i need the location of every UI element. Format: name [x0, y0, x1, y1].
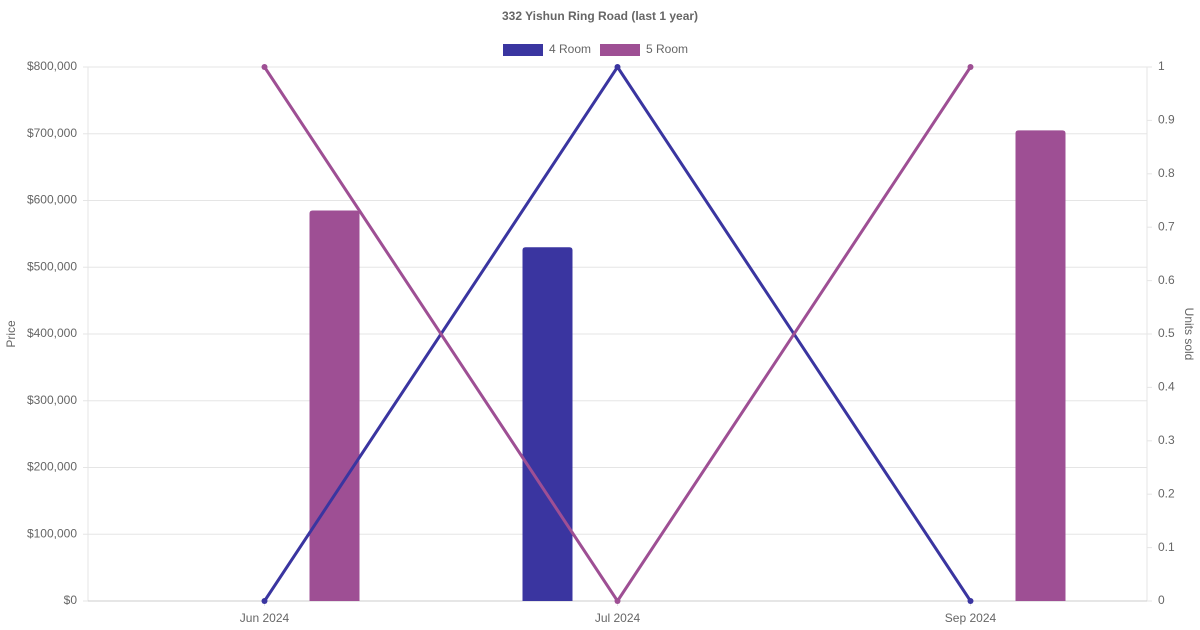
y-tick-label: $800,000: [27, 59, 77, 73]
legend-label[interactable]: 4 Room: [549, 42, 591, 56]
point: [967, 598, 974, 604]
bar: [309, 210, 360, 601]
point: [614, 598, 621, 604]
y2-tick-label: 0.9: [1158, 113, 1175, 127]
y2-tick-label: 0.3: [1158, 433, 1175, 447]
point: [261, 598, 268, 604]
y2-axis-label: Units sold: [1182, 308, 1196, 361]
y2-tick-label: 0: [1158, 593, 1165, 607]
bar: [522, 247, 573, 601]
y2-tick-label: 0.1: [1158, 540, 1175, 554]
y2-tick-label: 0.6: [1158, 273, 1175, 287]
x-tick-label: Sep 2024: [945, 611, 997, 625]
point: [614, 64, 621, 70]
y2-tick-label: 1: [1158, 59, 1165, 73]
legend-swatch[interactable]: [503, 44, 543, 56]
x-tick-label: Jun 2024: [240, 611, 290, 625]
y-tick-label: $200,000: [27, 460, 77, 474]
y-tick-label: $600,000: [27, 193, 77, 207]
chart-title: 332 Yishun Ring Road (last 1 year): [502, 9, 698, 23]
y-tick-label: $300,000: [27, 393, 77, 407]
y2-tick-label: 0.2: [1158, 486, 1175, 500]
y-tick-label: $400,000: [27, 326, 77, 340]
y-tick-label: $700,000: [27, 126, 77, 140]
y2-tick-label: 0.7: [1158, 219, 1175, 233]
point: [261, 64, 268, 70]
y-tick-label: $0: [64, 593, 78, 607]
y-tick-label: $500,000: [27, 259, 77, 273]
legend-swatch[interactable]: [600, 44, 640, 56]
bar: [1015, 130, 1066, 601]
y-axis-label: Price: [4, 320, 18, 348]
y2-tick-label: 0.8: [1158, 166, 1175, 180]
y2-tick-label: 0.4: [1158, 380, 1175, 394]
y2-tick-label: 0.5: [1158, 326, 1175, 340]
legend-label[interactable]: 5 Room: [646, 42, 688, 56]
x-tick-label: Jul 2024: [595, 611, 641, 625]
y-tick-label: $100,000: [27, 526, 77, 540]
point: [967, 64, 974, 70]
